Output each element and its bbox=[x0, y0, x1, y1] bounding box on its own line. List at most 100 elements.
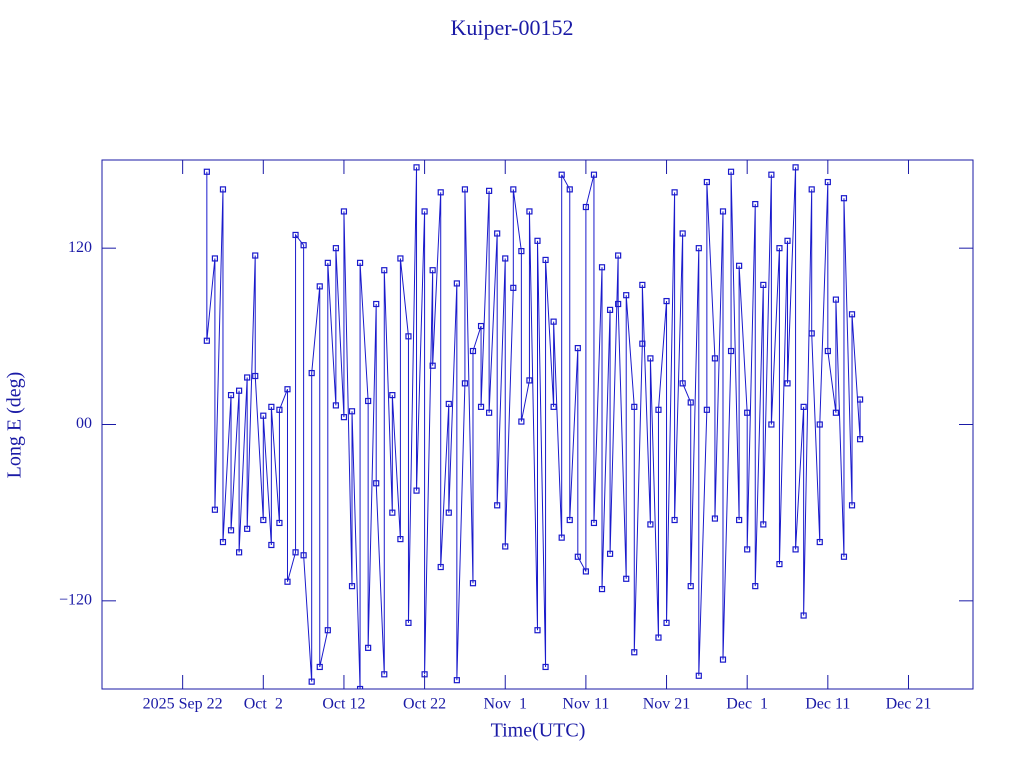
data-point bbox=[639, 281, 646, 289]
data-point bbox=[574, 553, 581, 560]
x-tick-label: Dec 1 bbox=[726, 696, 768, 713]
data-point bbox=[494, 502, 501, 509]
data-point bbox=[526, 377, 533, 384]
data-point bbox=[848, 502, 856, 509]
data-point bbox=[203, 168, 210, 175]
data-point bbox=[494, 230, 501, 237]
data-point bbox=[518, 418, 525, 425]
x-tick-label: Dec 11 bbox=[805, 696, 850, 713]
data-point bbox=[510, 186, 517, 193]
data-point bbox=[663, 619, 670, 626]
data-point bbox=[348, 583, 356, 590]
data-point bbox=[397, 255, 404, 262]
data-point bbox=[679, 380, 686, 387]
data-point bbox=[606, 550, 614, 557]
data-point bbox=[389, 509, 396, 516]
data-point bbox=[437, 189, 444, 196]
data-point bbox=[510, 284, 517, 291]
data-point bbox=[542, 663, 549, 671]
data-point bbox=[776, 560, 783, 568]
data-point bbox=[268, 403, 275, 410]
data-point bbox=[461, 380, 469, 387]
data-point bbox=[606, 306, 614, 313]
data-point bbox=[671, 189, 678, 196]
x-tick-label: Nov 21 bbox=[643, 696, 691, 713]
data-point bbox=[856, 436, 864, 443]
data-point bbox=[405, 333, 412, 340]
data-point bbox=[373, 480, 380, 487]
data-point bbox=[534, 237, 541, 244]
data-point bbox=[236, 549, 243, 556]
x-tick-label: 2025 Sep 22 bbox=[143, 696, 223, 713]
data-point bbox=[203, 337, 210, 344]
x-tick-label: Nov 11 bbox=[562, 696, 609, 713]
data-point bbox=[453, 280, 460, 287]
data-point bbox=[832, 296, 839, 303]
data-point bbox=[244, 374, 251, 381]
data-point bbox=[582, 203, 589, 211]
data-point bbox=[679, 230, 686, 237]
y-tick-label: −120 bbox=[59, 592, 92, 609]
data-point bbox=[365, 644, 372, 651]
data-point bbox=[832, 409, 839, 416]
data-point bbox=[703, 406, 710, 413]
data-point bbox=[300, 242, 307, 249]
data-point bbox=[227, 527, 235, 534]
data-point bbox=[623, 575, 630, 582]
data-point bbox=[284, 578, 291, 585]
data-point bbox=[526, 208, 533, 215]
x-axis-label: Time(UTC) bbox=[491, 720, 586, 742]
data-point bbox=[324, 627, 331, 634]
data-point bbox=[558, 171, 565, 178]
data-point bbox=[316, 663, 323, 671]
data-point bbox=[324, 259, 331, 266]
data-point bbox=[687, 583, 694, 590]
data-point bbox=[840, 553, 848, 560]
data-point bbox=[695, 245, 702, 252]
data-point bbox=[332, 402, 339, 409]
x-tick-label: Oct 22 bbox=[403, 696, 446, 713]
data-point bbox=[308, 369, 315, 377]
data-point bbox=[356, 259, 364, 266]
data-point bbox=[671, 516, 678, 524]
data-point bbox=[639, 340, 646, 347]
data-point bbox=[486, 409, 493, 416]
data-point bbox=[727, 168, 735, 175]
data-point bbox=[856, 396, 864, 403]
data-point bbox=[252, 252, 259, 259]
data-point bbox=[260, 412, 267, 419]
data-point bbox=[703, 178, 710, 186]
data-point bbox=[429, 362, 436, 369]
data-point bbox=[550, 403, 557, 410]
data-point bbox=[316, 283, 323, 290]
data-point bbox=[518, 248, 525, 255]
data-point bbox=[792, 164, 799, 171]
data-point bbox=[784, 237, 791, 244]
data-point bbox=[736, 262, 743, 269]
data-point bbox=[631, 403, 638, 410]
data-point bbox=[244, 525, 251, 532]
data-point bbox=[486, 187, 493, 194]
data-point bbox=[340, 208, 348, 215]
data-point bbox=[615, 252, 622, 259]
plot-area bbox=[203, 164, 864, 689]
x-tick-label: Oct 2 bbox=[244, 696, 283, 713]
data-point bbox=[655, 406, 662, 413]
data-point bbox=[590, 171, 598, 178]
y-axis-label: Long E (deg) bbox=[4, 372, 26, 479]
data-point bbox=[647, 355, 654, 362]
data-point bbox=[340, 414, 348, 421]
data-point bbox=[413, 164, 420, 171]
data-point bbox=[469, 347, 477, 355]
data-point bbox=[397, 536, 404, 543]
data-point bbox=[800, 403, 807, 410]
data-point bbox=[719, 208, 727, 215]
data-point bbox=[477, 403, 485, 410]
data-point bbox=[768, 171, 775, 178]
data-point bbox=[502, 543, 509, 550]
data-point bbox=[816, 421, 823, 428]
data-point bbox=[219, 538, 227, 546]
data-point bbox=[211, 506, 219, 513]
data-point bbox=[816, 538, 823, 546]
